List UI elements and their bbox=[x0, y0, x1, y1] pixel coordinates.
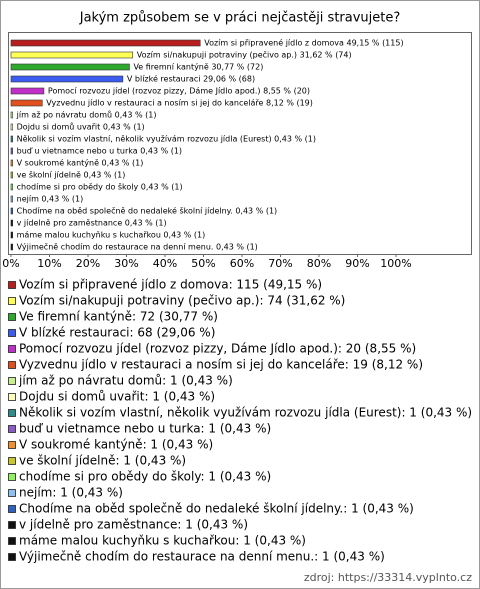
bar-label: Výjimečně chodím do restaurace na denní … bbox=[17, 242, 258, 252]
bar-label: chodíme si pro obědy do školy 0,43 % (1) bbox=[17, 182, 183, 192]
legend-swatch bbox=[8, 297, 16, 305]
bar bbox=[10, 123, 13, 131]
x-tick-label: 50% bbox=[191, 257, 215, 270]
bar bbox=[10, 171, 13, 179]
x-tick-label: 0% bbox=[2, 257, 19, 270]
legend-label: V blízké restauraci: 68 (29,06 %) bbox=[19, 326, 215, 340]
legend-label: Několik si vozím vlastní, několik využív… bbox=[19, 406, 472, 420]
legend-label: máme malou kuchyňku s kuchařkou: 1 (0,43… bbox=[19, 534, 306, 548]
legend-label: Vozím si/nakupuji potraviny (pečivo ap.)… bbox=[19, 294, 345, 308]
legend-swatch bbox=[8, 489, 16, 497]
bar-label: V blízké restauraci 29,06 % (68) bbox=[127, 74, 255, 84]
bar-label: Vozím si připravené jídlo z domova 49,15… bbox=[204, 38, 403, 48]
legend-label: nejím: 1 (0,43 %) bbox=[19, 486, 123, 500]
x-tick-label: 90% bbox=[345, 257, 369, 270]
legend-swatch bbox=[8, 457, 16, 465]
legend-label: Dojdu si domů uvařit: 1 (0,43 %) bbox=[19, 390, 215, 404]
legend-swatch bbox=[8, 553, 16, 561]
bar-label: v jídelně pro zaměstnance 0,43 % (1) bbox=[17, 219, 167, 228]
legend-label: Pomocí rozvozu jídel (rozvoz pizzy, Dáme… bbox=[19, 342, 416, 356]
bar bbox=[10, 183, 13, 191]
x-tick-label: 80% bbox=[307, 257, 331, 270]
legend-swatch bbox=[8, 361, 16, 369]
bar-label: Vozím si/nakupuji potraviny (pečivo ap.)… bbox=[137, 50, 352, 60]
bar bbox=[10, 195, 13, 203]
bar bbox=[10, 219, 13, 227]
legend-label: ve školní jídelně: 1 (0,43 %) bbox=[19, 454, 186, 468]
bar-label: máme malou kuchyňku s kuchařkou 0,43 % (… bbox=[17, 230, 206, 240]
bar-label: Dojdu si domů uvařit 0,43 % (1) bbox=[17, 122, 145, 132]
bar bbox=[10, 51, 134, 59]
bar-label: ve školní jídelně 0,43 % (1) bbox=[17, 170, 126, 180]
bar-label: Několik si vozím vlastní, několik využív… bbox=[17, 135, 316, 144]
legend-swatch bbox=[8, 393, 16, 401]
bar bbox=[10, 147, 13, 155]
legend-label: jím až po návratu domů: 1 (0,43 %) bbox=[18, 374, 233, 388]
legend-swatch bbox=[8, 377, 16, 385]
bar-label: Pomocí rozvozu jídel (rozvoz pizzy, Dáme… bbox=[48, 87, 310, 96]
bar bbox=[10, 99, 43, 107]
bar bbox=[10, 243, 13, 251]
legend-swatch bbox=[8, 473, 16, 481]
legend-swatch bbox=[8, 505, 16, 513]
legend-label: Výjimečně chodím do restaurace na denní … bbox=[19, 550, 385, 564]
bar bbox=[10, 207, 13, 215]
x-tick-label: 100% bbox=[380, 257, 411, 270]
legend-label: Chodíme na oběd společně do nedaleké ško… bbox=[19, 502, 414, 516]
legend-label: chodíme si pro obědy do školy: 1 (0,43 %… bbox=[19, 470, 271, 484]
bar-label: nejím 0,43 % (1) bbox=[17, 195, 84, 204]
legend-swatch bbox=[8, 425, 16, 433]
chart-title: Jakým způsobem se v práci nejčastěji str… bbox=[79, 11, 401, 26]
bar bbox=[10, 75, 124, 83]
x-tick-label: 20% bbox=[76, 257, 100, 270]
legend-label: buď u vietnamce nebo u turka: 1 (0,43 %) bbox=[19, 422, 271, 436]
legend-swatch bbox=[8, 281, 16, 289]
legend-swatch bbox=[8, 313, 16, 321]
bar bbox=[10, 87, 45, 95]
x-tick-label: 40% bbox=[153, 257, 177, 270]
legend-label: Vozím si připravené jídlo z domova: 115 … bbox=[19, 278, 322, 292]
legend-swatch bbox=[8, 345, 16, 353]
bar bbox=[10, 39, 201, 47]
legend-swatch bbox=[8, 537, 16, 545]
legend-label: Ve firemní kantýně: 72 (30,77 %) bbox=[19, 310, 218, 324]
bar bbox=[10, 231, 13, 239]
legend-label: v jídelně pro zaměstnance: 1 (0,43 %) bbox=[19, 518, 248, 532]
bar-label: Vyzvednu jídlo v restauraci a nosím si j… bbox=[46, 99, 313, 108]
legend-swatch bbox=[8, 521, 16, 529]
x-tick-label: 60% bbox=[230, 257, 254, 270]
bar bbox=[10, 111, 13, 119]
bar-label: V soukromé kantýně 0,43 % (1) bbox=[17, 158, 144, 168]
legend-label: Vyzvednu jídlo v restauraci a nosím si j… bbox=[19, 358, 423, 372]
legend-swatch bbox=[8, 409, 16, 417]
bar bbox=[10, 63, 130, 71]
x-tick-label: 10% bbox=[37, 257, 61, 270]
legend-swatch bbox=[8, 441, 16, 449]
legend-swatch bbox=[8, 329, 16, 337]
bar-label: Chodíme na oběd společně do nedaleké ško… bbox=[17, 206, 278, 216]
bar bbox=[10, 159, 13, 167]
bar-label: jím až po návratu domů 0,43 % (1) bbox=[16, 110, 157, 120]
bar bbox=[10, 135, 13, 143]
legend-label: V soukromé kantýně: 1 (0,43 %) bbox=[19, 438, 213, 452]
bar-label: Ve firemní kantýně 30,77 % (72) bbox=[133, 63, 263, 72]
x-tick-label: 70% bbox=[268, 257, 292, 270]
x-tick-label: 30% bbox=[114, 257, 138, 270]
source: zdroj: https://33314.vyplnto.cz bbox=[304, 571, 472, 584]
bar-label: buď u vietnamce nebo u turka 0,43 % (1) bbox=[17, 147, 182, 156]
